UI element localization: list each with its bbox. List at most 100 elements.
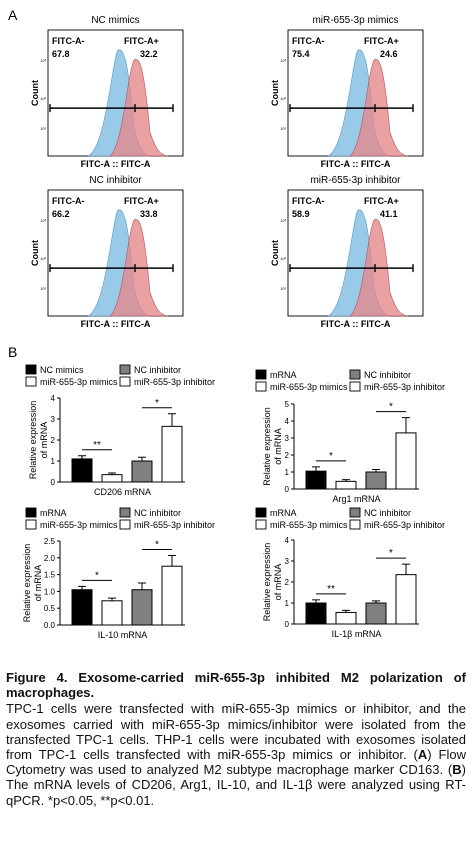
flow-panel-title: NC mimics xyxy=(91,15,139,26)
legend-swatch xyxy=(25,519,37,530)
figure-4: A B NC mimics FITC-A- 67.8 FITC-A+ 32.2 Count… xyxy=(8,7,445,640)
legend-swatch xyxy=(119,519,131,530)
flow-y-tick-label: 10² xyxy=(40,256,46,261)
legend-swatch xyxy=(255,369,267,380)
legend-label: miR-655-3p inhibitor xyxy=(364,382,445,392)
bar xyxy=(395,432,417,490)
legend-swatch xyxy=(255,381,267,392)
y-axis-label: of mRNA xyxy=(273,428,283,465)
flow-y-tick-label: 10³ xyxy=(280,58,286,63)
y-tick-label: 0 xyxy=(285,620,290,629)
y-tick-label: 5 xyxy=(285,400,290,409)
legend-label: miR-655-3p inhibitor xyxy=(134,377,215,387)
bar xyxy=(131,460,153,483)
legend-swatch xyxy=(349,507,361,518)
caption-ref-a: A xyxy=(417,747,428,763)
legend-swatch xyxy=(25,507,37,518)
flow-y-axis-label: Count xyxy=(270,80,280,106)
flow-y-tick-label: 10³ xyxy=(280,218,286,223)
flow-neg-label: FITC-A- xyxy=(52,196,85,206)
y-axis-label: Relative expression xyxy=(262,407,272,486)
significance-label: * xyxy=(389,548,393,559)
bar xyxy=(395,574,417,625)
legend-label: miR-655-3p inhibitor xyxy=(364,520,445,530)
flow-y-tick-label: 10¹ xyxy=(40,286,46,291)
caption-text-3: ) The mRNA levels of CD206, Arg1, IL-10,… xyxy=(6,762,466,808)
legend-label: NC inhibitor xyxy=(134,365,181,375)
flow-neg-label: FITC-A- xyxy=(292,196,325,206)
bar xyxy=(305,602,327,625)
legend-swatch xyxy=(119,376,131,387)
significance-label: ** xyxy=(327,584,335,595)
bar-legend: mRNA NC inhibitor miR-655-3p mimics miR-655… xyxy=(255,369,445,392)
legend-label: mRNA xyxy=(270,370,297,380)
y-tick-label: 1 xyxy=(285,599,290,608)
panel-label-b: B xyxy=(8,344,17,360)
y-tick-label: 4 xyxy=(285,536,290,545)
flow-panel: NC mimics FITC-A- 67.8 FITC-A+ 32.2 Count 10³ 1… xyxy=(30,15,184,169)
caption-body: TPC-1 cells were transfected with miR-65… xyxy=(6,701,466,807)
caption-ref-b: B xyxy=(452,762,462,778)
y-tick-label: 2 xyxy=(285,451,290,460)
y-tick-label: 3 xyxy=(285,557,290,566)
flow-x-axis-label: FITC-A :: FITC-A xyxy=(81,159,151,169)
y-axis-label: Relative expression xyxy=(262,543,272,622)
legend-label: mRNA xyxy=(40,508,67,518)
bar xyxy=(131,589,153,626)
x-axis-label: IL-1β mRNA xyxy=(332,629,382,639)
caption-text-2: ) Flow Cytometry was used to analyzed M2… xyxy=(6,747,466,778)
flow-neg-label: FITC-A- xyxy=(292,36,325,46)
flow-panel-title: miR-655-3p mimics xyxy=(312,15,398,26)
flow-panel-title: miR-655-3p inhibitor xyxy=(310,175,401,186)
legend-label: miR-655-3p mimics xyxy=(270,520,348,530)
significance-label: ** xyxy=(93,440,101,451)
bar-chart: 0.0 0.5 1.0 1.5 2.0 2.5 Relative expression of … xyxy=(22,537,185,640)
bar xyxy=(335,480,357,490)
flow-y-tick-label: 10¹ xyxy=(280,126,286,131)
bar xyxy=(161,425,183,483)
flow-y-tick-label: 10² xyxy=(280,96,286,101)
flow-neg-value: 75.4 xyxy=(292,49,310,59)
y-tick-label: 2.0 xyxy=(44,554,56,563)
flow-pos-label: FITC-A+ xyxy=(364,36,399,46)
legend-swatch xyxy=(25,376,37,387)
legend-label: NC inhibitor xyxy=(134,508,181,518)
bar-legend: NC mimics NC inhibitor miR-655-3p mimics mi… xyxy=(25,364,215,387)
bar xyxy=(101,474,123,483)
flow-neg-value: 58.9 xyxy=(292,209,310,219)
significance-label: * xyxy=(389,402,393,413)
flow-y-axis-label: Count xyxy=(270,240,280,266)
flow-x-axis-label: FITC-A :: FITC-A xyxy=(81,319,151,329)
legend-swatch xyxy=(119,507,131,518)
flow-y-tick-label: 10¹ xyxy=(40,126,46,131)
flow-y-tick-label: 10¹ xyxy=(280,286,286,291)
caption-pvalues: *p<0.05, **p<0.01. xyxy=(47,792,155,808)
flow-pos-value: 41.1 xyxy=(380,209,398,219)
flow-y-tick-label: 10² xyxy=(40,96,46,101)
y-tick-label: 1 xyxy=(285,468,290,477)
bar-legend: mRNA NC inhibitor miR-655-3p mimics miR-655… xyxy=(255,507,445,530)
legend-label: miR-655-3p mimics xyxy=(40,520,118,530)
bar-chart: 0 1 2 3 4 5 Relative expression of mRNA * * Arg1 m… xyxy=(262,400,419,504)
flow-y-tick-label: 10³ xyxy=(40,58,46,63)
flow-neg-value: 66.2 xyxy=(52,209,70,219)
bar xyxy=(101,600,123,626)
legend-swatch xyxy=(349,369,361,380)
legend-swatch xyxy=(25,364,37,375)
y-axis-label: of mRNA xyxy=(273,564,283,601)
caption-text-1: TPC-1 cells were transfected with miR-65… xyxy=(6,701,466,763)
bar xyxy=(335,611,357,625)
bar xyxy=(365,602,387,625)
y-tick-label: 4 xyxy=(51,394,56,403)
bar xyxy=(305,470,327,490)
flow-y-tick-label: 10² xyxy=(280,256,286,261)
flow-panel: miR-655-3p inhibitor FITC-A- 58.9 FITC-A+ 41… xyxy=(270,175,424,329)
y-tick-label: 2 xyxy=(285,578,290,587)
y-tick-label: 1 xyxy=(51,457,56,466)
legend-label: miR-655-3p mimics xyxy=(40,377,118,387)
y-tick-label: 0.0 xyxy=(44,621,56,630)
y-axis-label: Relative expression xyxy=(28,401,38,480)
legend-swatch xyxy=(255,507,267,518)
legend-label: mRNA xyxy=(270,508,297,518)
